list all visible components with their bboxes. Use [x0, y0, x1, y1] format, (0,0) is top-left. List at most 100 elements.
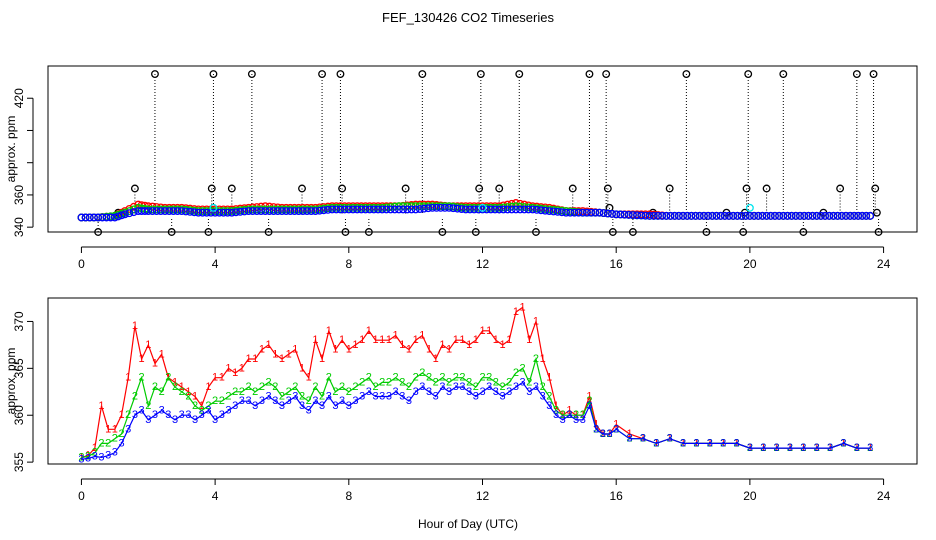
point-ch3 — [787, 211, 796, 220]
point-outliers — [209, 70, 218, 79]
series-3-marker: 3 — [92, 450, 98, 462]
point-ch3 — [265, 207, 274, 215]
series-2-marker: 2 — [586, 395, 592, 407]
point-ch3 — [177, 207, 186, 215]
series-3-marker: 3 — [105, 450, 111, 462]
series-2-marker: 2 — [219, 395, 225, 407]
point-outliers — [264, 228, 273, 236]
series-1-marker: 1 — [312, 334, 318, 346]
series-2-marker: 2 — [179, 386, 185, 398]
series-3-marker: 3 — [439, 381, 445, 393]
point-outliers — [739, 228, 748, 236]
series-3-marker: 3 — [446, 386, 452, 398]
point-ch3 — [762, 211, 771, 220]
point-ch3 — [248, 207, 257, 215]
point-ch3 — [595, 208, 604, 217]
series-2-marker: 2 — [459, 372, 465, 384]
point-outliers — [799, 228, 808, 236]
series-1-marker: 1 — [118, 409, 124, 421]
point-outliers — [204, 228, 213, 236]
point-outliers — [94, 228, 103, 236]
series-2-marker: 2 — [399, 376, 405, 388]
series-2-marker: 2 — [279, 390, 285, 402]
point-ch3 — [165, 207, 174, 215]
point-ch3 — [486, 205, 495, 214]
series-3-marker: 3 — [513, 381, 519, 393]
series-2-marker: 2 — [245, 381, 251, 393]
series-2-marker: 2 — [159, 386, 165, 398]
point-ch3 — [620, 210, 629, 219]
top-x-tick-label: 12 — [476, 257, 490, 271]
top-x-tick-label: 8 — [345, 257, 352, 271]
point-ch3 — [169, 207, 178, 215]
point-outliers — [495, 184, 504, 193]
point-ch3 — [704, 211, 713, 220]
series-2-marker: 2 — [433, 376, 439, 388]
point-outliers — [476, 70, 485, 79]
point-ch3 — [94, 213, 103, 222]
series-3-marker: 3 — [399, 390, 405, 402]
series-1-marker: 1 — [225, 362, 231, 374]
series-2-marker: 2 — [172, 381, 178, 393]
series-2-marker: 2 — [98, 437, 104, 449]
series-3-marker: 3 — [199, 409, 205, 421]
series-1-marker: 1 — [546, 372, 552, 384]
point-ch1 — [152, 203, 161, 211]
point-ref — [478, 203, 487, 212]
series-2-marker: 2 — [506, 376, 512, 388]
point-ch3 — [591, 208, 600, 217]
point-ch3 — [424, 204, 433, 213]
series-1-marker: 1 — [299, 362, 305, 374]
point-ch3 — [278, 207, 286, 215]
point-ch3 — [190, 208, 199, 217]
point-ch3 — [223, 208, 232, 217]
series-2-marker: 2 — [526, 376, 532, 388]
series-2-marker: 2 — [359, 376, 365, 388]
series-2-marker: 2 — [339, 381, 345, 393]
series-3-marker: 3 — [867, 442, 873, 454]
series-3-marker: 3 — [707, 437, 713, 449]
series-1-marker: 1 — [98, 400, 104, 412]
series-2-marker: 2 — [546, 390, 552, 402]
series-2-marker: 2 — [473, 381, 479, 393]
series-1-marker: 1 — [379, 334, 385, 346]
chart-title: FEF_130426 CO2 Timeseries — [382, 10, 554, 25]
series-1-marker: 1 — [266, 339, 272, 351]
point-ch3 — [173, 207, 182, 215]
point-ch3 — [624, 210, 633, 219]
series-3-marker: 3 — [98, 451, 104, 463]
series-2-marker: 2 — [118, 428, 124, 440]
point-ch3 — [649, 211, 658, 220]
point-ch3 — [662, 211, 671, 220]
series-2-marker: 2 — [239, 386, 245, 398]
point-ch3 — [328, 205, 337, 214]
point-ch3 — [566, 208, 575, 217]
point-ch3 — [737, 211, 746, 220]
series-3-marker: 3 — [814, 442, 820, 454]
series-3-marker: 3 — [459, 381, 465, 393]
series-2-marker: 2 — [560, 409, 566, 421]
series-3-marker: 3 — [406, 395, 412, 407]
series-3-marker: 3 — [493, 386, 499, 398]
point-ch3 — [244, 207, 253, 215]
series-1-marker: 1 — [372, 334, 378, 346]
series-3-marker: 3 — [299, 400, 305, 412]
point-outliers — [336, 70, 345, 79]
series-1-marker: 1 — [306, 372, 312, 384]
point-outliers — [515, 70, 524, 79]
series-3-marker: 3 — [667, 433, 673, 445]
series-3-marker: 3 — [419, 381, 425, 393]
point-ch3 — [394, 205, 403, 214]
point-ch3 — [114, 212, 123, 221]
point-ch3 — [236, 207, 245, 216]
point-ch3 — [403, 205, 412, 214]
series-1-marker: 1 — [359, 334, 365, 346]
point-ref — [209, 203, 218, 212]
point-ch3 — [858, 211, 867, 220]
series-2-marker: 2 — [419, 367, 425, 379]
point-ch3 — [833, 211, 842, 220]
series-1-marker: 1 — [533, 315, 539, 327]
bottom-y-tick-label: 355 — [12, 452, 26, 472]
series-3-marker: 3 — [272, 395, 278, 407]
point-ch3 — [683, 211, 692, 220]
